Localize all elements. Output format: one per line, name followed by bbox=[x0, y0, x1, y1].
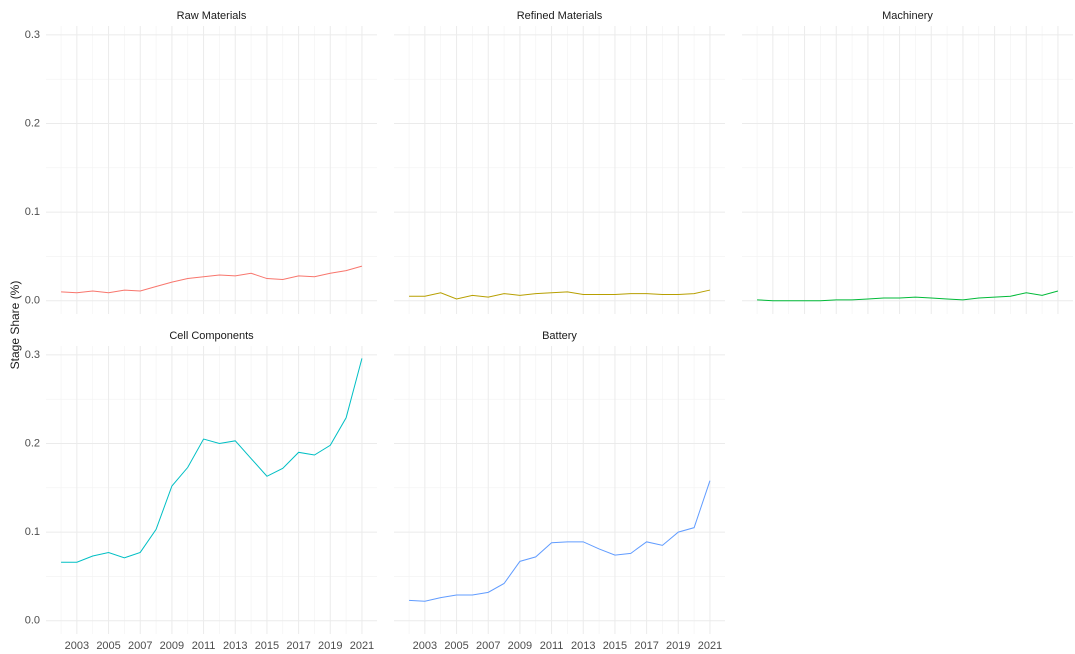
line bbox=[61, 265, 363, 294]
x-tick-label: 2021 bbox=[698, 640, 722, 652]
x-tick-label: 2009 bbox=[160, 640, 184, 652]
x-tick-label: 2003 bbox=[65, 640, 89, 652]
x-tick-label: 2017 bbox=[634, 640, 658, 652]
line bbox=[409, 480, 711, 602]
x-tick-label: 2005 bbox=[444, 640, 468, 652]
y-tick-label: 0.1 bbox=[25, 206, 40, 218]
panel-title: Battery bbox=[542, 330, 577, 342]
panel-title: Cell Components bbox=[169, 330, 254, 342]
x-tick-label: 2009 bbox=[508, 640, 532, 652]
x-tick-label: 2015 bbox=[603, 640, 627, 652]
panel-title: Raw Materials bbox=[177, 10, 247, 22]
line bbox=[409, 289, 711, 300]
y-tick-label: 0.3 bbox=[25, 349, 40, 361]
line bbox=[757, 290, 1059, 302]
x-tick-label: 2013 bbox=[223, 640, 247, 652]
y-tick-label: 0.3 bbox=[25, 29, 40, 41]
y-tick-label: 0.2 bbox=[25, 437, 40, 449]
x-tick-label: 2011 bbox=[540, 640, 564, 652]
x-tick-label: 2013 bbox=[571, 640, 595, 652]
y-axis-label: Stage Share (%) bbox=[8, 281, 22, 370]
y-tick-label: 0.2 bbox=[25, 117, 40, 129]
x-tick-label: 2011 bbox=[192, 640, 216, 652]
panel-title: Refined Materials bbox=[517, 10, 603, 22]
x-tick-label: 2015 bbox=[255, 640, 279, 652]
line bbox=[61, 358, 363, 563]
y-tick-label: 0.0 bbox=[25, 295, 40, 307]
y-tick-label: 0.1 bbox=[25, 526, 40, 538]
x-tick-label: 2005 bbox=[96, 640, 120, 652]
x-tick-label: 2007 bbox=[128, 640, 152, 652]
x-tick-label: 2003 bbox=[413, 640, 437, 652]
x-tick-label: 2021 bbox=[350, 640, 374, 652]
panel-title: Machinery bbox=[882, 10, 933, 22]
x-tick-label: 2017 bbox=[286, 640, 310, 652]
y-tick-label: 0.0 bbox=[25, 615, 40, 627]
x-tick-label: 2019 bbox=[666, 640, 690, 652]
x-tick-label: 2007 bbox=[476, 640, 500, 652]
x-tick-label: 2019 bbox=[318, 640, 342, 652]
